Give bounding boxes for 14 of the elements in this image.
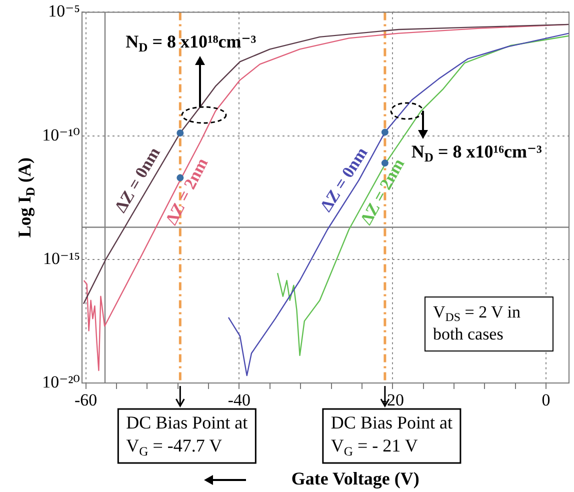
text: ΔZ = 2nm (162, 154, 212, 228)
y-tick-label: 10⁻²⁰ (42, 372, 80, 392)
y-tick-label: 10⁻¹⁵ (43, 248, 80, 268)
y-tick-label: 10⁻⁵ (48, 2, 80, 21)
x-tick-label: 0 (542, 390, 550, 410)
x-tick-label: -60 (74, 390, 98, 410)
point (381, 128, 388, 136)
point (176, 129, 184, 136)
text: ΔZ = 0nm (110, 144, 164, 216)
x-tick-label: -40 (228, 390, 251, 410)
y-axis-title: Log ID (A) (14, 158, 38, 238)
point (176, 174, 184, 182)
x-axis-title: Gate Voltage (V) (291, 468, 420, 489)
y-tick-label: 10⁻¹⁰ (42, 125, 80, 144)
